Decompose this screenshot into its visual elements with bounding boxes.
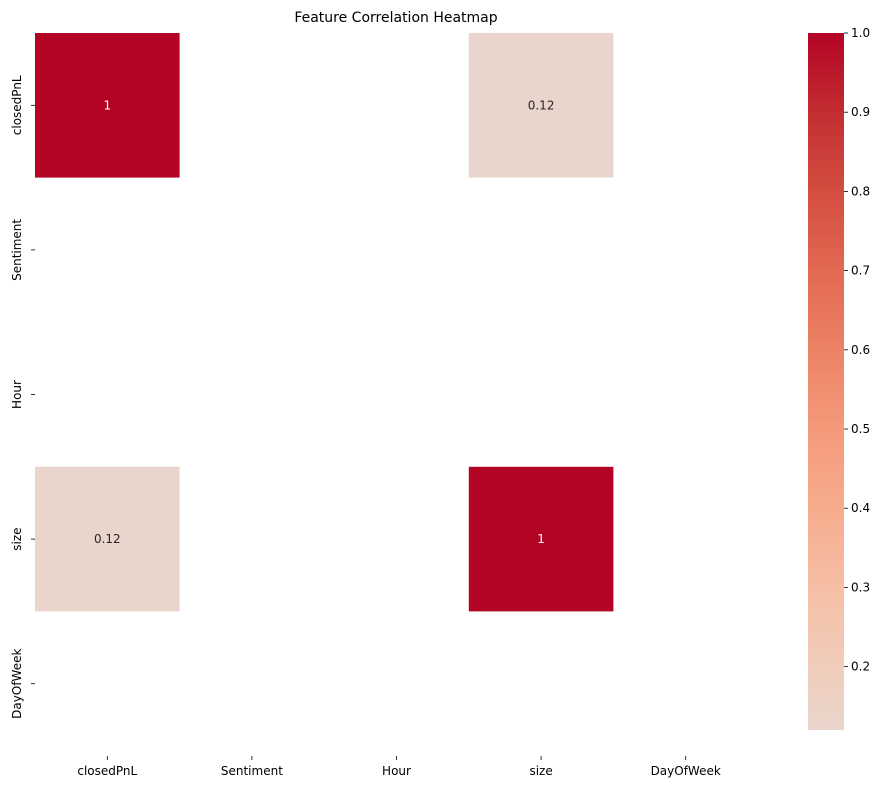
colorbar-tick-label: 0.5 [851,422,870,436]
colorbar-tick-label: 0.8 [851,184,870,198]
y-tick-label: size [10,527,24,550]
colorbar-tick-label: 0.2 [851,660,870,674]
colorbar-tick-label: 0.7 [851,264,870,278]
x-axis: closedPnL Sentiment Hour size DayOfWeek [77,756,721,778]
chart-title: Feature Correlation Heatmap [294,10,497,26]
y-axis: closedPnL Sentiment Hour size DayOfWeek [10,75,35,719]
cell-value-label: 0.12 [94,532,121,546]
heatmap-cell [468,33,614,178]
colorbar-tick-label: 1.0 [851,26,870,40]
colorbar-tick-label: 0.6 [851,343,870,357]
heatmap-cell [35,466,180,612]
cell-value-label: 0.12 [528,98,555,112]
colorbar-tick-label: 0.3 [851,580,870,594]
x-tick-label: size [529,764,552,778]
colorbar-gradient [808,33,844,730]
y-tick-label: closedPnL [10,75,24,135]
heatmap-cell [468,466,614,612]
x-tick-label: Hour [382,764,411,778]
cell-value-label: 1 [537,532,545,546]
y-tick-label: Hour [10,380,24,409]
heatmap-cell [35,33,180,178]
y-tick-label: DayOfWeek [10,649,24,719]
heatmap-cells: 1 0.12 0.12 1 [35,33,614,612]
x-tick-label: DayOfWeek [651,764,721,778]
cell-value-label: 1 [103,98,111,112]
colorbar-tick-label: 0.4 [851,501,870,515]
x-tick-label: closedPnL [77,764,137,778]
colorbar: 0.2 0.3 0.4 0.5 0.6 0.7 0.8 0.9 1.0 [808,26,870,730]
colorbar-tick-label: 0.9 [851,105,870,119]
colorbar-ticks: 0.2 0.3 0.4 0.5 0.6 0.7 0.8 0.9 1.0 [844,26,870,674]
x-tick-label: Sentiment [221,764,283,778]
y-tick-label: Sentiment [10,219,24,281]
